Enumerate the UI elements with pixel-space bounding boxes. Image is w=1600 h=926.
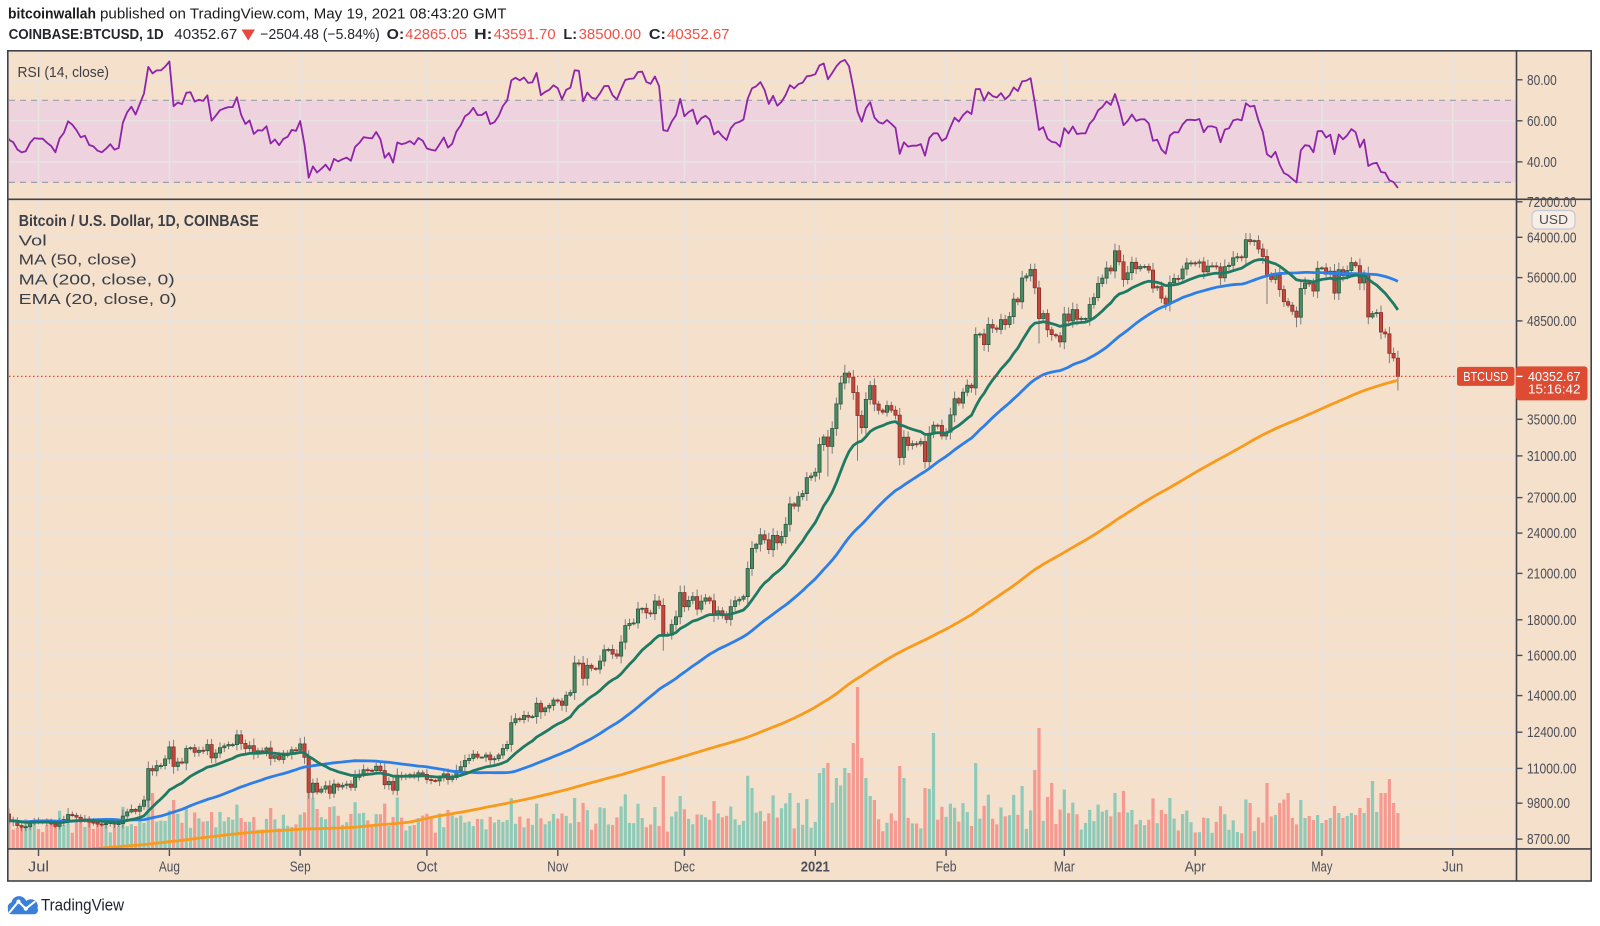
svg-text:Bitcoin / U.S. Dollar, 1D, COI: Bitcoin / U.S. Dollar, 1D, COINBASE <box>19 213 259 230</box>
svg-text:Sep: Sep <box>290 859 311 876</box>
svg-text:O:: O: <box>387 27 405 43</box>
svg-text:Aug: Aug <box>159 859 180 876</box>
svg-text:Nov: Nov <box>547 859 568 876</box>
svg-text:TradingView: TradingView <box>41 897 124 915</box>
svg-text:MA (50, close): MA (50, close) <box>19 252 137 269</box>
svg-text:bitcoinwallah: bitcoinwallah <box>8 6 96 22</box>
svg-text:31000.00: 31000.00 <box>1527 448 1577 465</box>
svg-text:8700.00: 8700.00 <box>1527 831 1570 848</box>
svg-text:42865.05: 42865.05 <box>405 27 467 43</box>
svg-text:RSI (14, close): RSI (14, close) <box>18 64 110 81</box>
svg-text:MA (200, close, 0): MA (200, close, 0) <box>19 272 175 289</box>
svg-text:14000.00: 14000.00 <box>1527 688 1577 705</box>
svg-text:56000.00: 56000.00 <box>1527 270 1577 287</box>
svg-text:80.00: 80.00 <box>1527 72 1557 89</box>
svg-text:Jul: Jul <box>28 859 49 876</box>
svg-text:COINBASE:BTCUSD, 1D: COINBASE:BTCUSD, 1D <box>9 27 164 43</box>
svg-text:18000.00: 18000.00 <box>1527 612 1577 629</box>
svg-text:60.00: 60.00 <box>1527 113 1557 130</box>
svg-text:−2504.48 (−5.84%): −2504.48 (−5.84%) <box>260 27 380 43</box>
svg-text:11000.00: 11000.00 <box>1527 760 1577 777</box>
svg-text:EMA (20, close, 0): EMA (20, close, 0) <box>19 291 177 308</box>
svg-text:Jun: Jun <box>1442 859 1463 876</box>
svg-text:27000.00: 27000.00 <box>1527 490 1577 507</box>
svg-text:published on TradingView.com,: published on TradingView.com, May 19, 20… <box>100 6 507 22</box>
svg-text:12400.00: 12400.00 <box>1527 724 1577 741</box>
svg-text:21000.00: 21000.00 <box>1527 565 1577 582</box>
svg-text:40.00: 40.00 <box>1527 154 1557 171</box>
svg-text:72000.00: 72000.00 <box>1527 194 1577 211</box>
svg-text:2021: 2021 <box>801 859 830 876</box>
svg-text:40352.67: 40352.67 <box>174 27 237 43</box>
svg-text:35000.00: 35000.00 <box>1527 411 1577 428</box>
svg-text:C:: C: <box>649 27 666 43</box>
svg-text:9800.00: 9800.00 <box>1527 795 1570 812</box>
svg-text:64000.00: 64000.00 <box>1527 229 1577 246</box>
svg-text:48500.00: 48500.00 <box>1527 313 1577 330</box>
svg-text:May: May <box>1311 859 1332 876</box>
svg-text:Dec: Dec <box>674 859 695 876</box>
svg-text:USD: USD <box>1539 213 1568 227</box>
svg-text:Mar: Mar <box>1054 859 1075 876</box>
svg-text:Apr: Apr <box>1185 859 1206 876</box>
svg-text:16000.00: 16000.00 <box>1527 647 1577 664</box>
svg-text:38500.00: 38500.00 <box>579 27 642 43</box>
svg-text:Feb: Feb <box>936 859 957 876</box>
svg-text:40352.67: 40352.67 <box>1528 369 1581 384</box>
svg-text:H:: H: <box>474 27 492 43</box>
svg-text:Vol: Vol <box>19 233 47 250</box>
svg-text:L:: L: <box>563 27 577 43</box>
svg-text:43591.70: 43591.70 <box>494 27 556 43</box>
svg-text:BTCUSD: BTCUSD <box>1463 369 1508 384</box>
svg-text:Oct: Oct <box>416 859 438 876</box>
svg-text:15:16:42: 15:16:42 <box>1528 382 1581 397</box>
svg-text:40352.67: 40352.67 <box>667 27 730 43</box>
svg-text:24000.00: 24000.00 <box>1527 525 1577 542</box>
